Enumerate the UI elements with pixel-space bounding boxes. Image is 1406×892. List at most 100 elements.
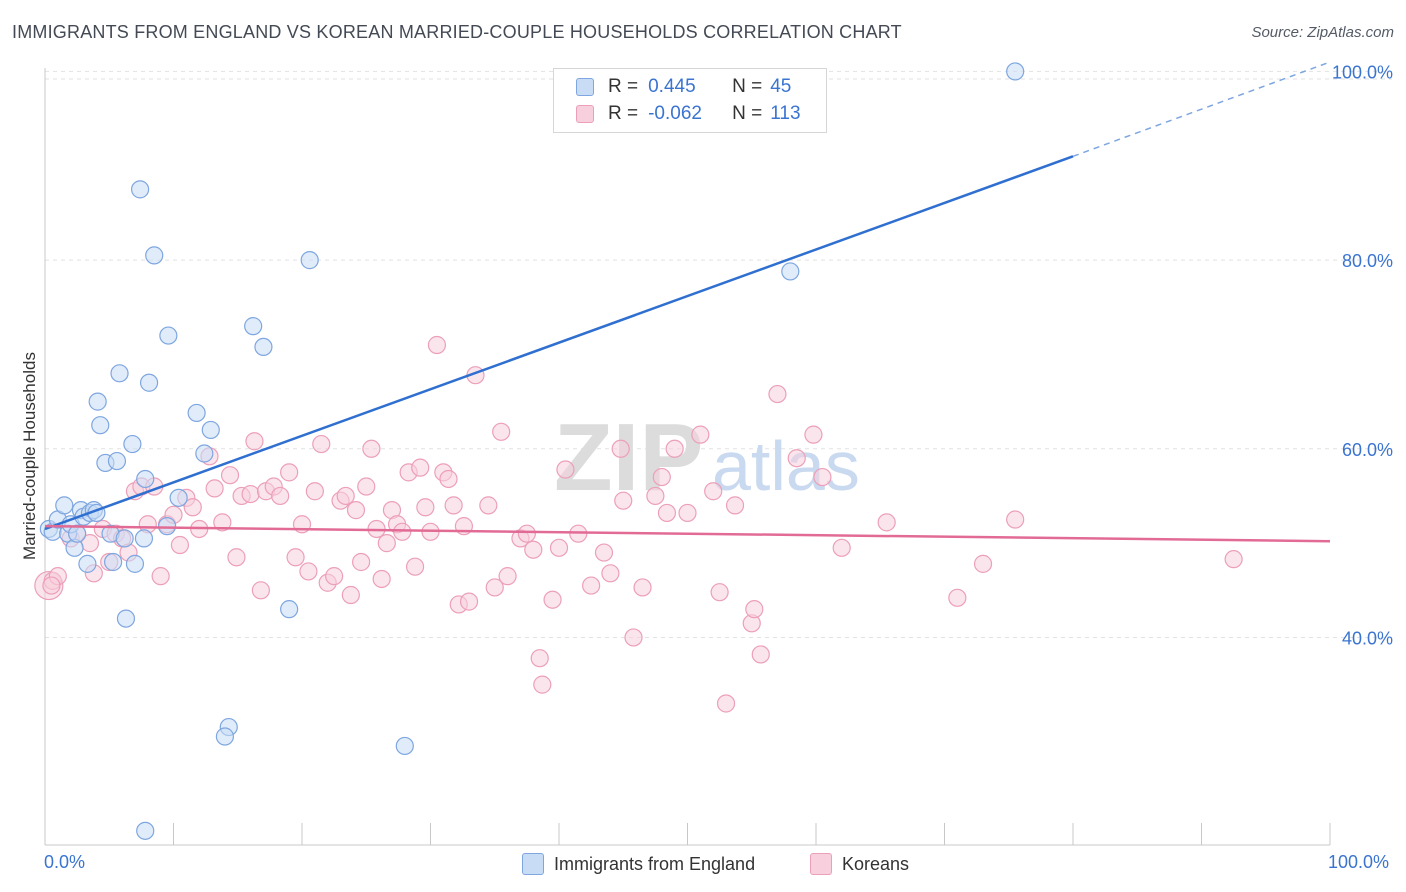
england-point [91,416,110,435]
korean-point [444,496,463,515]
y-axis-title: Married-couple Households [20,352,39,560]
korean-point [170,535,190,555]
korean-point [325,567,344,586]
england-point [169,488,188,507]
korean-point [305,482,324,501]
korean-point [213,513,232,532]
ytick-layer: 40.0% 60.0% 80.0% 100.0% [1332,62,1393,648]
stats-row-england: R = 0.445 N = 45 [576,75,791,99]
england-point [134,529,154,548]
korean-point [271,486,290,506]
england-points [39,62,1025,840]
england-point [110,364,129,383]
korean-point [286,548,305,567]
england-point [55,496,74,515]
korean-point [352,552,371,572]
england-point [159,326,178,345]
watermark-zip: ZIP [554,404,703,511]
grid-layer [45,70,1392,638]
source-label: Source: ZipAtlas.com [1251,24,1394,41]
england-point [395,736,414,756]
england-swatch-icon [576,78,594,96]
england-point [107,451,127,471]
korean-point [524,540,543,559]
korean-point [280,463,299,482]
korean-point [582,576,601,595]
korean-point [498,567,517,586]
england-point [136,469,155,489]
korean-point [594,543,614,562]
n-value: 113 [770,103,801,124]
n-value: 45 [770,76,792,97]
axes-layer [44,68,1331,846]
korean-point [601,564,620,583]
england-point [88,392,107,411]
korean-point [787,449,806,468]
korean-point [611,439,630,458]
korean-point [336,486,355,506]
korean-point [241,484,260,504]
korean-point [804,425,823,444]
korean-point [245,432,264,451]
korean-swatch-icon [576,105,594,123]
england-point [123,434,142,454]
korean-points [34,335,1243,713]
korean-point [485,578,504,597]
korean-point [665,439,684,458]
korean-point [725,496,745,515]
england-point [125,554,145,573]
korean-point [205,479,224,498]
y-tick-label: 80.0% [1342,251,1393,271]
legend-item-england[interactable]: Immigrants from England [522,851,755,877]
korean-point [704,482,723,501]
korean-point [710,583,729,602]
england-point [215,727,234,746]
korean-point [745,600,764,619]
korean-point [346,501,366,520]
england-point [781,262,800,281]
stats-row-korean: R = -0.062 N = 113 [576,102,801,126]
korean-point [151,567,170,586]
korean-point [183,498,202,517]
england-point [136,821,155,840]
y-tick-label: 40.0% [1342,628,1393,648]
r-value: -0.062 [648,103,702,124]
korean-point [646,486,665,506]
korean-point [220,466,240,485]
trend-lines [44,61,1331,543]
korean-point [877,513,896,532]
england-legend-swatch-icon [522,853,544,875]
r-label: R = [608,103,639,124]
watermark-atlas: atlas [712,427,860,505]
korean-point [633,578,652,597]
england-point [201,420,220,440]
korean-point [948,588,967,607]
england-point [115,529,134,548]
korean-point [439,469,458,489]
korean-point [1006,510,1025,529]
korean-point [549,538,569,557]
england-point [280,600,299,619]
england-point [187,403,206,423]
legend-item-korean[interactable]: Koreans [810,851,909,877]
korean-point [678,503,697,523]
korean-point [459,592,479,611]
korean-point [813,467,832,487]
england-point [300,251,319,270]
n-label: N = [732,103,763,124]
y-tick-label: 60.0% [1342,440,1393,460]
korean-point [416,498,435,517]
y-tick-label: 100.0% [1332,62,1393,82]
korean-point [312,434,331,454]
legend-label-england: Immigrants from England [554,853,756,874]
england-point [1006,62,1025,81]
korean-point [377,534,396,553]
korean-point [832,538,851,557]
england-point [195,444,214,463]
korean-point [556,460,575,479]
england-point [139,373,159,392]
korean-point [393,522,412,541]
england-point [68,524,87,543]
korean-point [691,425,710,444]
england-point [254,337,273,356]
